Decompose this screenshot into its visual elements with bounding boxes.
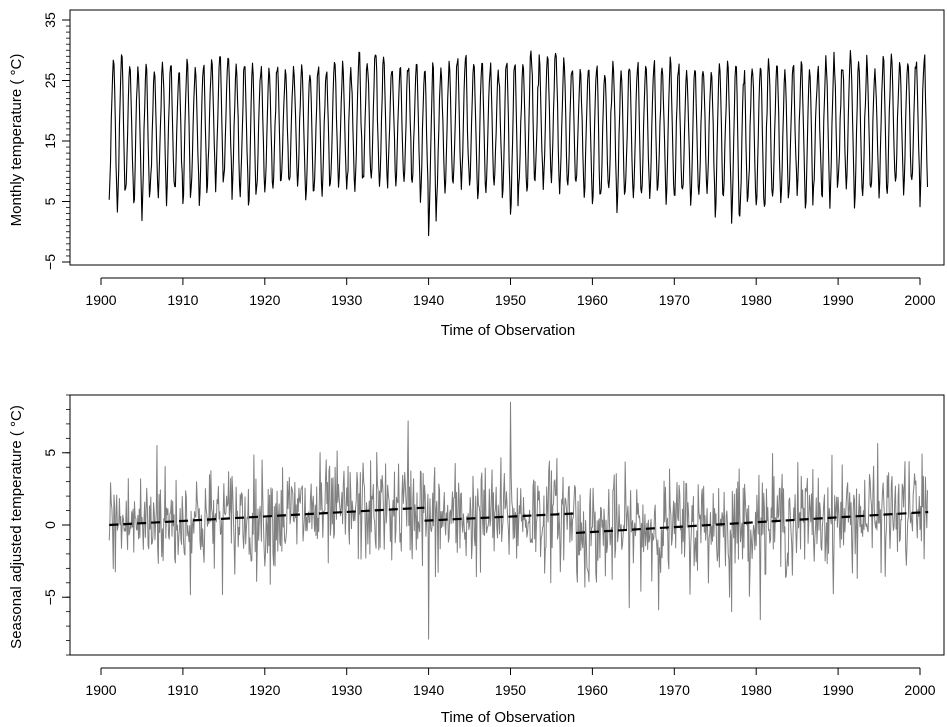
bottom-y-ticks: −5 0 5 [42,394,70,656]
bottom-trend-segment-1 [109,506,425,527]
top-plot-frame [69,9,945,266]
bottom-adjusted-temperature-line [108,401,929,640]
top-y-ticks: −5 5 15 25 35 [42,12,70,270]
top-temperature-line [108,49,929,237]
bottom-trend-segment-2 [424,512,577,522]
top-x-tick-label: 1910 [167,292,198,308]
top-x-tick-label: 1960 [577,292,608,308]
top-x-ticks: 1900 1910 1920 1930 1940 1950 1960 1970 1980 1990… [85,277,936,308]
bot-x-tick-label: 1920 [249,682,280,698]
bottom-series-group [108,401,929,640]
bottom-panel: −5 0 5 1900 1910 1920 1930 1940 1950 1960 1970 198… [8,394,945,726]
bot-y-tick-label: 5 [42,449,58,457]
bot-y-tick-label: 0 [42,521,58,529]
bot-x-tick-label: 1910 [167,682,198,698]
top-y-tick-label: 5 [42,197,58,205]
top-y-axis-title: Monthly temperature ( °C) [8,54,25,227]
bot-x-tick-label: 1950 [495,682,526,698]
bot-x-tick-label: 1970 [659,682,690,698]
top-x-tick-label: 1950 [495,292,526,308]
bot-x-tick-label: 1960 [577,682,608,698]
top-y-tick-label: 15 [42,133,58,149]
top-y-tick-label: 25 [42,73,58,89]
bot-x-tick-label: 2000 [904,682,935,698]
bottom-x-axis-title: Time of Observation [441,709,576,726]
top-x-tick-label: 1930 [331,292,362,308]
bot-x-tick-label: 1930 [331,682,362,698]
bottom-trend-segment-3 [575,510,929,535]
bottom-y-axis-title: Seasonal adjusted temperature ( °C) [8,405,25,649]
bot-x-tick-label: 1980 [741,682,772,698]
bot-x-tick-label: 1900 [85,682,116,698]
top-y-tick-label: −5 [42,254,58,270]
top-x-tick-label: 2000 [904,292,935,308]
top-x-tick-label: 1970 [659,292,690,308]
bot-x-tick-label: 1940 [413,682,444,698]
top-series-group [108,49,929,237]
top-x-tick-label: 1980 [741,292,772,308]
top-x-axis-title: Time of Observation [441,322,576,339]
top-x-tick-label: 1900 [85,292,116,308]
top-x-tick-label: 1940 [413,292,444,308]
top-x-tick-label: 1990 [823,292,854,308]
bot-y-tick-label: −5 [42,589,58,605]
top-x-tick-label: 1920 [249,292,280,308]
bot-x-tick-label: 1990 [823,682,854,698]
top-y-tick-label: 35 [42,12,58,28]
bottom-x-ticks: 1900 1910 1920 1930 1940 1950 1960 1970 1980 1990… [85,667,936,698]
